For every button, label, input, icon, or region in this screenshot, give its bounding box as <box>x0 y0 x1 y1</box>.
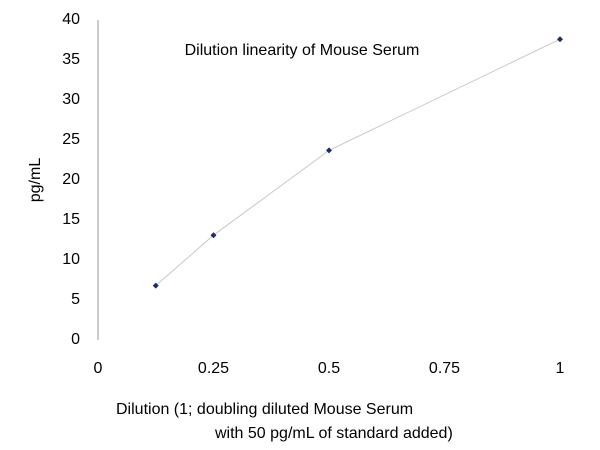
y-axis-label: pg/mL <box>27 158 44 203</box>
y-tick-label: 30 <box>62 91 80 108</box>
data-point <box>210 232 217 239</box>
x-tick-label: 0 <box>94 360 103 377</box>
x-tick-label: 1 <box>556 360 565 377</box>
y-tick-label: 25 <box>62 131 80 148</box>
chart-title: Dilution linearity of Mouse Serum <box>185 42 420 59</box>
y-tick-label: 20 <box>62 171 80 188</box>
x-tick-label: 0.25 <box>198 360 229 377</box>
data-point <box>326 147 332 154</box>
x-tick-label: 0.75 <box>429 360 460 377</box>
y-tick-label: 15 <box>62 211 80 228</box>
x-axis-label: Dilution (1; doubling diluted Mouse Seru… <box>116 401 413 418</box>
y-tick-label: 5 <box>71 291 80 308</box>
data-point <box>152 282 159 289</box>
y-tick-label: 10 <box>62 251 80 268</box>
y-tick-label: 0 <box>71 331 80 348</box>
data-point <box>557 36 563 43</box>
x-tick-label: 0.5 <box>318 360 340 377</box>
x-axis-label: with 50 pg/mL of standard added) <box>214 425 453 442</box>
y-tick-label: 35 <box>62 51 80 68</box>
series-line <box>155 38 561 286</box>
y-tick-label: 40 <box>62 11 80 28</box>
